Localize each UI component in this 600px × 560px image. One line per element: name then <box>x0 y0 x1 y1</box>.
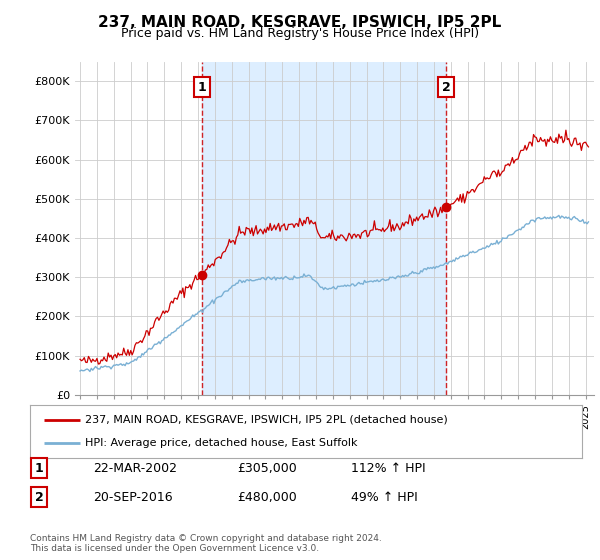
Text: Contains HM Land Registry data © Crown copyright and database right 2024.
This d: Contains HM Land Registry data © Crown c… <box>30 534 382 553</box>
Text: 1: 1 <box>35 461 43 475</box>
Text: 237, MAIN ROAD, KESGRAVE, IPSWICH, IP5 2PL: 237, MAIN ROAD, KESGRAVE, IPSWICH, IP5 2… <box>98 15 502 30</box>
Text: 49% ↑ HPI: 49% ↑ HPI <box>351 491 418 504</box>
Text: Price paid vs. HM Land Registry's House Price Index (HPI): Price paid vs. HM Land Registry's House … <box>121 27 479 40</box>
Text: 2: 2 <box>442 81 451 94</box>
Text: £480,000: £480,000 <box>237 491 297 504</box>
Bar <box>202 62 446 395</box>
Text: 20-SEP-2016: 20-SEP-2016 <box>93 491 173 504</box>
Text: 237, MAIN ROAD, KESGRAVE, IPSWICH, IP5 2PL (detached house): 237, MAIN ROAD, KESGRAVE, IPSWICH, IP5 2… <box>85 414 448 424</box>
Text: £305,000: £305,000 <box>237 461 297 475</box>
Text: 22-MAR-2002: 22-MAR-2002 <box>93 461 177 475</box>
Text: 1: 1 <box>197 81 206 94</box>
Text: HPI: Average price, detached house, East Suffolk: HPI: Average price, detached house, East… <box>85 438 358 449</box>
Text: 2: 2 <box>35 491 43 504</box>
Text: 112% ↑ HPI: 112% ↑ HPI <box>351 461 425 475</box>
